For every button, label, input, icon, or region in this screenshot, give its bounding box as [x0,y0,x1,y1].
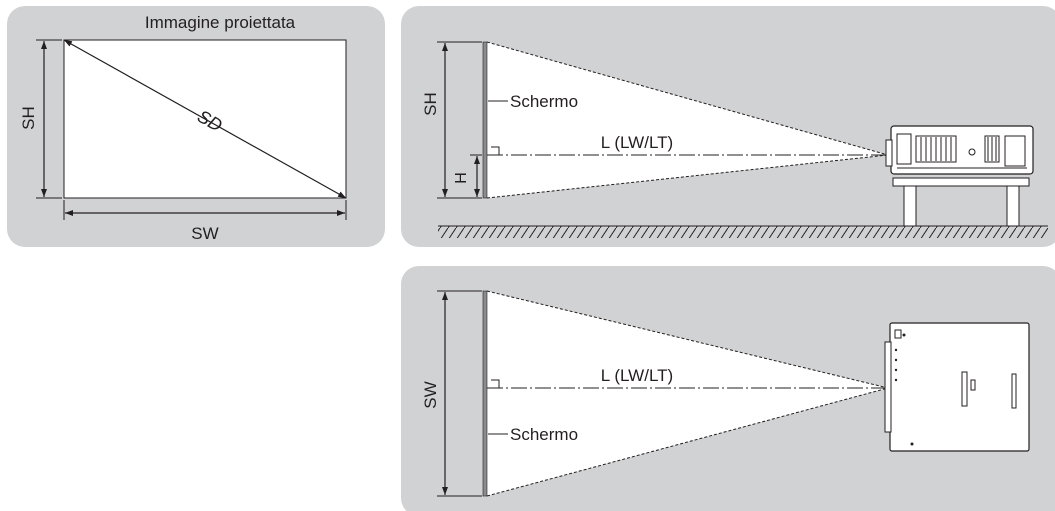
projector-table [892,177,1030,227]
top-view-panel: SW L (LW/LT) Schermo [401,266,1055,511]
distance-label: L (LW/LT) [601,366,673,385]
right-angle-marker [491,146,500,155]
width-label: SW [191,224,218,243]
screen [482,41,488,199]
right-angle-marker [491,379,500,388]
beam-edge-top [486,41,889,156]
screen [482,290,488,497]
projector-side-icon [885,125,1034,175]
beam-edge-bottom [486,154,889,199]
offset-label: H [453,172,470,184]
screen-label: Schermo [510,92,578,111]
light-beam [487,291,888,496]
projector-top-icon [884,322,1030,452]
side-view-panel: SH H Schermo L (LW/LT) [401,6,1055,247]
screen-width-label: SW [421,381,440,408]
light-beam [487,42,888,198]
screen-height-label: SH [421,92,440,116]
projected-image-panel: Immagine proiettata SD SH SW [7,6,385,247]
beam-edge-top [486,290,889,389]
beam-edge-bottom [486,387,889,497]
screen-label: Schermo [510,425,578,444]
floor-hatch [438,226,1048,238]
projected-image-title: Immagine proiettata [145,13,296,32]
height-label: SH [19,106,38,130]
diagonal-arrow [63,39,347,199]
distance-label: L (LW/LT) [601,133,673,152]
